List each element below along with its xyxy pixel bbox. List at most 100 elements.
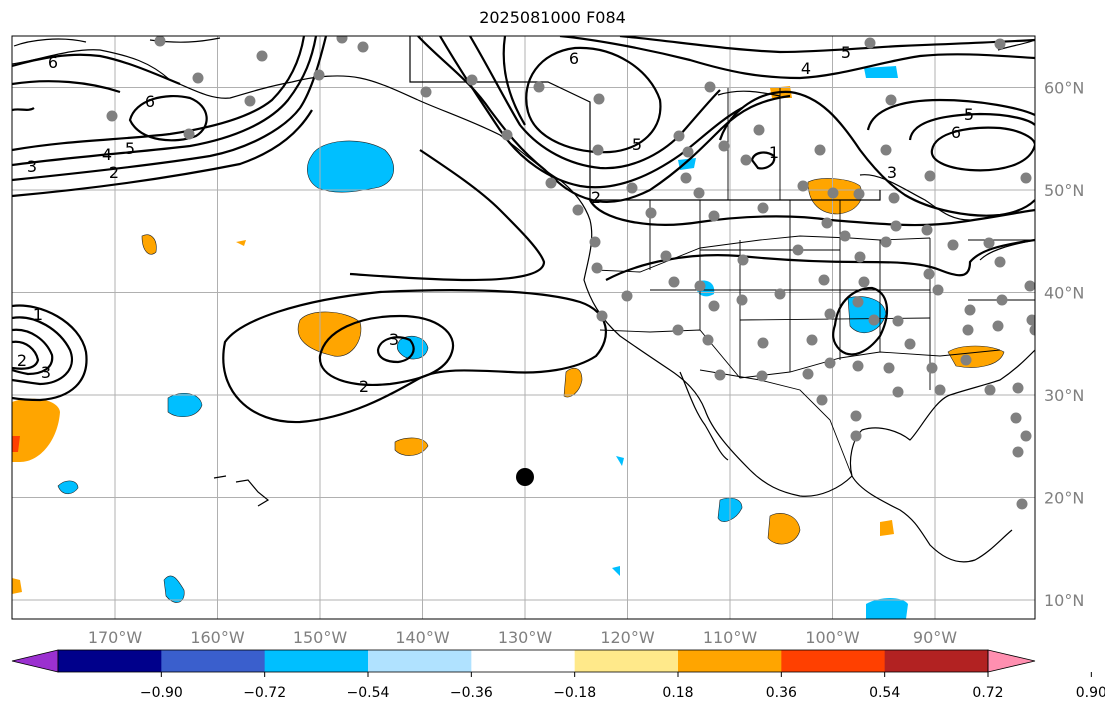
station-dot	[890, 220, 902, 232]
longitude-labels: 170°W 160°W 150°W 140°W 130°W 120°W 110°W 100°W…	[88, 628, 957, 647]
station-dot	[864, 37, 876, 49]
station-dot	[923, 268, 935, 280]
station-dot	[757, 337, 769, 349]
colorbar-tick-label: −0.18	[553, 685, 596, 701]
colorbar-tick-label: −0.90	[140, 685, 183, 701]
lon-tick-label: 150°W	[293, 628, 348, 647]
station-dot	[1029, 324, 1035, 336]
station-dot	[501, 129, 513, 141]
station-dot	[904, 338, 916, 350]
contour-value-label: 6	[48, 53, 58, 72]
station-dot	[814, 144, 826, 156]
station-dot	[1020, 430, 1032, 442]
station-dot	[839, 230, 851, 242]
station-dot	[868, 314, 880, 326]
station-dot	[693, 187, 705, 199]
contour-value-label: 2	[359, 377, 369, 396]
station-dot	[1024, 280, 1035, 292]
colorbar-segment	[58, 650, 162, 672]
colorbar-tick-label: 0.90	[1076, 685, 1105, 701]
station-dot	[792, 244, 804, 256]
contour-value-label: 5	[841, 43, 851, 62]
station-dot	[736, 294, 748, 306]
colorbar-segment	[264, 650, 369, 672]
station-dot	[154, 36, 166, 47]
colorbar-tick-label: 0.18	[662, 685, 693, 701]
station-dot	[850, 410, 862, 422]
contour-value-label: 5	[632, 135, 642, 154]
station-dot	[983, 237, 995, 249]
station-dot	[774, 288, 786, 300]
contour-value-label: 5	[964, 105, 974, 124]
station-dot	[668, 276, 680, 288]
station-dot	[714, 369, 726, 381]
colorbar-segment	[884, 650, 989, 672]
contour-value-label: 3	[27, 157, 37, 176]
colorbar-segment	[161, 650, 266, 672]
station-dot	[336, 36, 348, 44]
lat-tick-label: 60°N	[1044, 79, 1084, 98]
station-dot	[626, 182, 638, 194]
station-dot	[852, 296, 864, 308]
station-dot	[545, 177, 557, 189]
lon-tick-label: 120°W	[600, 628, 655, 647]
lat-tick-label: 30°N	[1044, 386, 1084, 405]
station-dot	[718, 140, 730, 152]
colorbar-segment	[574, 650, 679, 672]
latitude-labels: 60°N 50°N 40°N 30°N 20°N 10°N	[1044, 79, 1084, 611]
contour-value-label: 6	[569, 49, 579, 68]
station-dot	[753, 124, 765, 136]
station-dot	[888, 192, 900, 204]
colorbar-tick-label: 0.36	[766, 685, 797, 701]
station-dot	[183, 128, 195, 140]
lon-tick-label: 160°W	[190, 628, 245, 647]
station-dot	[854, 251, 866, 263]
station-dot	[708, 300, 720, 312]
station-dot	[596, 310, 608, 322]
lat-tick-label: 50°N	[1044, 181, 1084, 200]
contour-value-label: 6	[145, 92, 155, 111]
map-title: 2025081000 F084	[479, 8, 626, 27]
lon-tick-label: 100°W	[805, 628, 860, 647]
lat-tick-label: 20°N	[1044, 489, 1084, 508]
colorbar-tick-label: −0.72	[243, 685, 286, 701]
station-dot	[1012, 446, 1024, 458]
station-dot	[818, 274, 830, 286]
station-dot	[852, 360, 864, 372]
colorbar-extend-max	[987, 649, 1036, 673]
colorbar-tick-label: 0.54	[869, 685, 900, 701]
colorbar-outline	[57, 649, 989, 673]
station-dot	[591, 262, 603, 274]
lon-tick-label: 140°W	[395, 628, 450, 647]
station-dot	[708, 210, 720, 222]
colorbar: −0.90 −0.72 −0.54 −0.36 −0.18 0.18 0.36 0.54 0.7…	[11, 649, 1105, 701]
station-dot	[883, 362, 895, 374]
station-dot	[921, 224, 933, 236]
station-dot	[996, 294, 1008, 306]
station-dot	[756, 370, 768, 382]
plot-frame	[11, 35, 1036, 620]
station-dot	[962, 324, 974, 336]
station-dot	[694, 280, 706, 292]
station-dot	[660, 250, 672, 262]
station-dot	[880, 236, 892, 248]
station-dot	[994, 256, 1006, 268]
colorbar-segment	[678, 650, 782, 672]
station-dot	[645, 207, 657, 219]
lon-tick-label: 90°W	[913, 628, 957, 647]
contour-value-label: 3	[389, 330, 399, 349]
station-dot	[816, 394, 828, 406]
contour-value-label: 4	[102, 145, 112, 164]
station-dots	[106, 36, 1035, 510]
station-dot	[244, 95, 256, 107]
contour-value-label: 1	[769, 143, 779, 162]
station-dot	[192, 72, 204, 84]
colorbar-segment	[471, 650, 576, 672]
station-dot	[824, 357, 836, 369]
lat-tick-label: 10°N	[1044, 591, 1084, 610]
station-dot	[704, 81, 716, 93]
station-dot	[858, 276, 870, 288]
colorbar-tick-label: −0.36	[450, 685, 493, 701]
station-dot	[420, 86, 432, 98]
